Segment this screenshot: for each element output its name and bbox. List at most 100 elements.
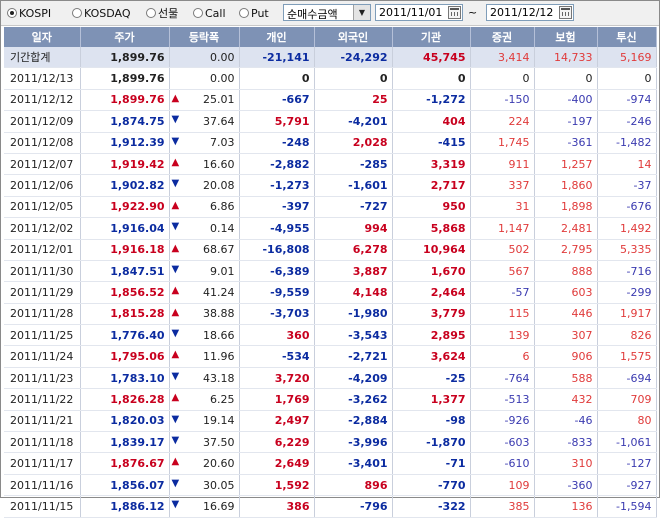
cell-date: 2011/11/22 <box>4 388 81 411</box>
cell-price: 1,916.18 <box>80 239 170 261</box>
radio-kosdaq[interactable]: KOSDAQ <box>72 6 131 20</box>
cell-change: ▲ 20.60 <box>169 452 240 475</box>
triangle-up-icon: ▲ <box>171 392 180 404</box>
triangle-up-icon: ▲ <box>171 306 180 318</box>
table-row[interactable]: 2011/11/29 1,856.52 ▲ 41.24 -9,559 4,148 2,464… <box>4 281 657 304</box>
table-row[interactable]: 2011/11/25 1,776.40 ▼ 18.66 360 -3,543 2,895 13… <box>4 324 657 347</box>
col-date-header[interactable]: 일자 <box>4 27 81 47</box>
table-row[interactable]: 2011/12/08 1,912.39 ▼ 7.03 -248 2,028 -415 1,74… <box>4 132 657 154</box>
radio-futures[interactable]: 선물 <box>146 6 178 20</box>
cell-price: 1,815.28 <box>80 303 170 326</box>
cell-trust: 1,575 <box>597 345 657 368</box>
cell-foreign: -3,401 <box>314 452 393 475</box>
col-foreign-header[interactable]: 외국인 <box>314 27 393 47</box>
table-row[interactable]: 2011/12/12 1,899.76 ▲ 25.01 -667 25 -1,272 -150… <box>4 89 657 112</box>
triangle-up-icon: ▲ <box>171 199 180 211</box>
table-row[interactable]: 2011/12/09 1,874.75 ▼ 37.64 5,791 -4,201 404 22… <box>4 110 657 133</box>
change-value: 20.60 <box>203 457 235 471</box>
cell-securities: -150 <box>470 89 535 112</box>
cell-insurance: 1,860 <box>534 174 598 197</box>
cell-institution: 950 <box>392 196 471 219</box>
col-institution-header[interactable]: 기관 <box>392 27 471 47</box>
date-from-field[interactable]: 2011/11/01 <box>375 4 463 21</box>
cell-price: 1,902.82 <box>80 174 170 197</box>
table-row[interactable]: 2011/12/05 1,922.90 ▲ 6.86 -397 -727 950 31 1,89… <box>4 196 657 219</box>
cell-date: 2011/11/16 <box>4 474 81 497</box>
cell-change: ▼ 16.69 <box>169 495 240 518</box>
cell-date: 2011/11/15 <box>4 495 81 518</box>
col-price-header[interactable]: 주가 <box>80 27 170 47</box>
change-value: 6.25 <box>210 392 235 406</box>
cell-individual: 3,720 <box>239 367 315 390</box>
cell-date: 2011/11/18 <box>4 431 81 454</box>
cell-change: ▲ 6.25 <box>169 388 240 411</box>
cell-securities: 115 <box>470 303 535 326</box>
table-row[interactable]: 기간합계 1,899.76 0.00 -21,141 -24,292 45,745 3,41… <box>4 47 657 69</box>
table-row[interactable]: 2011/12/01 1,916.18 ▲ 68.67 -16,808 6,278 10,9… <box>4 239 657 261</box>
cell-foreign: -3,262 <box>314 388 393 411</box>
cell-individual: -667 <box>239 89 315 112</box>
cell-change: ▼ 7.03 <box>169 132 240 154</box>
radio-call[interactable]: Call <box>193 6 226 20</box>
cell-trust: -676 <box>597 196 657 219</box>
triangle-down-icon: ▼ <box>171 435 180 447</box>
cell-price: 1,839.17 <box>80 431 170 454</box>
cell-trust: 5,169 <box>597 47 657 69</box>
table-row[interactable]: 2011/11/23 1,783.10 ▼ 43.18 3,720 -4,209 -25 -7… <box>4 367 657 390</box>
col-insurance-header[interactable]: 보험 <box>534 27 598 47</box>
cell-date: 2011/11/23 <box>4 367 81 390</box>
change-value: 25.01 <box>203 93 235 107</box>
cell-date: 2011/12/12 <box>4 89 81 112</box>
radio-put[interactable]: Put <box>239 6 269 20</box>
table-row[interactable]: 2011/11/18 1,839.17 ▼ 37.50 6,229 -3,996 -1,87… <box>4 431 657 454</box>
col-trust-header[interactable]: 투신 <box>597 27 657 47</box>
table-row[interactable]: 2011/12/13 1,899.76 0.00 0 0 0 0 0 0 <box>4 67 657 90</box>
cell-change: ▼ 9.01 <box>169 260 240 283</box>
col-securities-header[interactable]: 증권 <box>470 27 535 47</box>
cell-individual: -6,389 <box>239 260 315 283</box>
triangle-up-icon: ▲ <box>171 456 180 468</box>
cell-insurance: 1,257 <box>534 153 598 176</box>
radio-kospi[interactable]: KOSPI <box>7 6 51 20</box>
date-to-field[interactable]: 2011/12/12 <box>486 4 574 21</box>
table-row[interactable]: 2011/11/21 1,820.03 ▼ 19.14 2,497 -2,884 -98 -9… <box>4 410 657 433</box>
cell-securities: 911 <box>470 153 535 176</box>
cell-change: ▼ 19.14 <box>169 410 240 433</box>
table-row[interactable]: 2011/11/15 1,886.12 ▼ 16.69 386 -796 -322 385 13… <box>4 495 657 518</box>
chevron-down-icon[interactable]: ▼ <box>353 5 370 20</box>
change-value: 0.00 <box>210 50 235 64</box>
table-row[interactable]: 2011/11/30 1,847.51 ▼ 9.01 -6,389 3,887 1,670 5… <box>4 260 657 283</box>
table-row[interactable]: 2011/12/07 1,919.42 ▲ 16.60 -2,882 -285 3,319 9… <box>4 153 657 176</box>
table-row[interactable]: 2011/11/17 1,876.67 ▲ 20.60 2,649 -3,401 -71 -6… <box>4 452 657 475</box>
cell-date: 2011/12/08 <box>4 132 81 154</box>
cell-institution: -1,870 <box>392 431 471 454</box>
col-change-header[interactable]: 등락폭 <box>169 27 240 47</box>
cell-securities: 567 <box>470 260 535 283</box>
table-row[interactable]: 2011/11/24 1,795.06 ▲ 11.96 -534 -2,721 3,624 6… <box>4 345 657 368</box>
cell-foreign: 6,278 <box>314 239 393 261</box>
cell-trust: 80 <box>597 410 657 433</box>
cell-change: ▼ 37.50 <box>169 431 240 454</box>
col-individual-header[interactable]: 개인 <box>239 27 315 47</box>
table-header: 일자 주가 등락폭 개인 외국인 기관 증권 보험 투신 <box>4 27 657 47</box>
cell-securities: 109 <box>470 474 535 497</box>
cell-individual: 2,497 <box>239 410 315 433</box>
cell-foreign: 3,887 <box>314 260 393 283</box>
calendar-icon[interactable] <box>448 6 461 19</box>
table-row[interactable]: 2011/11/28 1,815.28 ▲ 38.88 -3,703 -1,980 3,77… <box>4 303 657 326</box>
table-row[interactable]: 2011/11/22 1,826.28 ▲ 6.25 1,769 -3,262 1,377-… <box>4 388 657 411</box>
change-value: 38.88 <box>203 307 235 321</box>
cell-insurance: -400 <box>534 89 598 112</box>
cell-trust: -1,061 <box>597 431 657 454</box>
cell-individual: -2,882 <box>239 153 315 176</box>
amount-type-select[interactable]: 순매수금액 ▼ <box>283 4 371 21</box>
table-row[interactable]: 2011/12/06 1,902.82 ▼ 20.08 -1,273 -1,601 2,71… <box>4 174 657 197</box>
table-row[interactable]: 2011/11/16 1,856.07 ▼ 30.05 1,592 896 -770 109-… <box>4 474 657 497</box>
table-row[interactable]: 2011/12/02 1,916.04 ▼ 0.14 -4,955 994 5,868 1,1… <box>4 217 657 240</box>
calendar-icon[interactable] <box>559 6 572 19</box>
cell-date: 2011/11/28 <box>4 303 81 326</box>
change-value: 0.00 <box>210 72 235 86</box>
toolbar: KOSPI KOSDAQ 선물 Call Put 순매수금액 ▼ 2011/11… <box>1 1 659 26</box>
cell-individual: -21,141 <box>239 47 315 69</box>
